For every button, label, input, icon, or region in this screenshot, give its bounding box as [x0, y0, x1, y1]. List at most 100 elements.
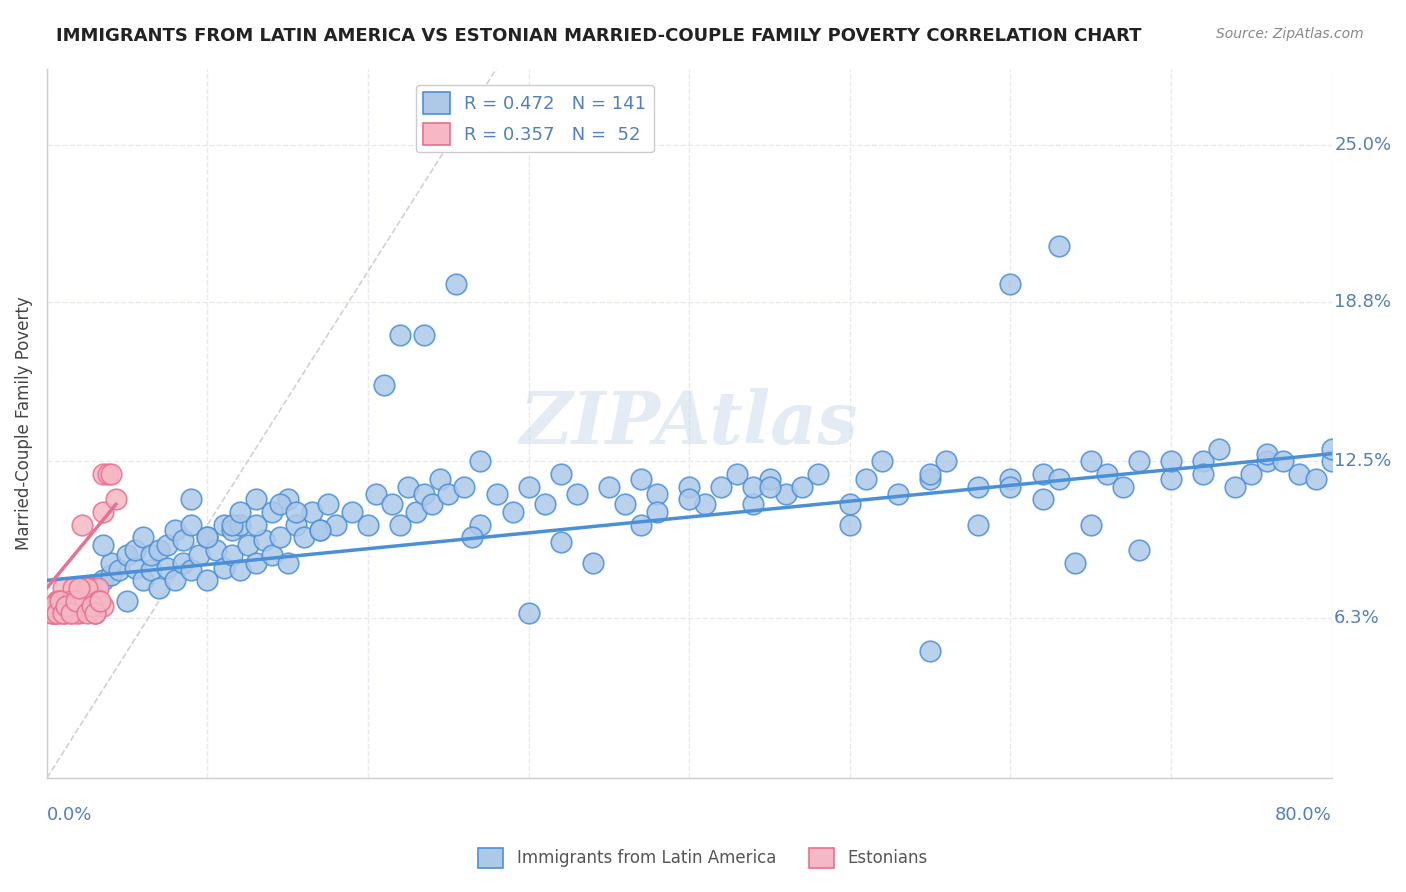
Point [517, 607, 540, 621]
Point [141, 548, 163, 562]
Point [70, 517, 93, 532]
Point [413, 327, 436, 342]
Point [48, 593, 70, 607]
Point [245, 556, 267, 570]
Point [55, 599, 77, 613]
Point [197, 574, 219, 588]
Point [132, 530, 155, 544]
Point [389, 517, 412, 532]
Point [42, 599, 65, 613]
Point [53, 607, 76, 621]
Point [485, 487, 508, 501]
Point [148, 543, 170, 558]
Point [920, 467, 942, 481]
Point [325, 517, 347, 532]
Point [870, 454, 893, 468]
Point [1225, 480, 1247, 494]
Point [453, 480, 475, 494]
Point [172, 533, 194, 547]
Point [212, 560, 235, 574]
Point [148, 581, 170, 595]
Point [1000, 480, 1022, 494]
Point [204, 543, 226, 558]
Point [316, 497, 339, 511]
Point [413, 487, 436, 501]
Point [935, 454, 957, 468]
Point [100, 556, 122, 570]
Point [292, 530, 315, 544]
Point [84, 607, 107, 621]
Point [80, 599, 103, 613]
Point [221, 523, 243, 537]
Point [46, 607, 69, 621]
Point [309, 523, 332, 537]
Point [775, 487, 797, 501]
Point [62, 581, 84, 595]
Point [420, 497, 443, 511]
Point [967, 517, 990, 532]
Point [67, 607, 90, 621]
Point [245, 492, 267, 507]
Point [405, 505, 427, 519]
Legend: R = 0.472   N = 141, R = 0.357   N =  52: R = 0.472 N = 141, R = 0.357 N = 52 [416, 85, 654, 153]
Point [517, 480, 540, 494]
Point [260, 548, 283, 562]
Point [695, 497, 717, 511]
Point [381, 497, 404, 511]
Point [156, 538, 179, 552]
Text: 12.5%: 12.5% [1334, 452, 1392, 470]
Point [470, 454, 492, 468]
Point [470, 517, 492, 532]
Point [838, 517, 860, 532]
Point [87, 593, 110, 607]
Point [108, 563, 131, 577]
Point [197, 530, 219, 544]
Text: 18.8%: 18.8% [1334, 293, 1391, 310]
Point [76, 581, 98, 595]
Point [59, 607, 82, 621]
Point [91, 505, 114, 519]
Point [645, 505, 668, 519]
Point [46, 593, 69, 607]
Point [44, 607, 66, 621]
Point [758, 480, 780, 494]
Point [65, 607, 87, 621]
Point [967, 480, 990, 494]
Point [1095, 467, 1118, 481]
Point [284, 505, 307, 519]
Point [277, 556, 299, 570]
Point [79, 581, 101, 595]
Text: 80.0%: 80.0% [1275, 806, 1331, 824]
Point [678, 492, 700, 507]
Point [1160, 454, 1182, 468]
Point [742, 480, 765, 494]
Point [41, 607, 63, 621]
Point [180, 517, 202, 532]
Point [132, 574, 155, 588]
Point [807, 467, 830, 481]
Point [87, 581, 110, 595]
Point [44, 607, 66, 621]
Point [89, 593, 111, 607]
Point [51, 599, 73, 613]
Point [115, 548, 138, 562]
Point [41, 607, 63, 621]
Text: 25.0%: 25.0% [1334, 136, 1392, 153]
Point [598, 480, 620, 494]
Point [340, 505, 363, 519]
Point [1000, 277, 1022, 291]
Point [65, 593, 87, 607]
Point [180, 492, 202, 507]
Point [357, 517, 380, 532]
Point [1288, 467, 1310, 481]
Point [67, 599, 90, 613]
Point [678, 480, 700, 494]
Point [1240, 467, 1263, 481]
Point [1128, 454, 1150, 468]
Point [1320, 442, 1343, 456]
Point [45, 593, 67, 607]
Point [1128, 543, 1150, 558]
Point [91, 599, 114, 613]
Point [437, 487, 460, 501]
Point [91, 574, 114, 588]
